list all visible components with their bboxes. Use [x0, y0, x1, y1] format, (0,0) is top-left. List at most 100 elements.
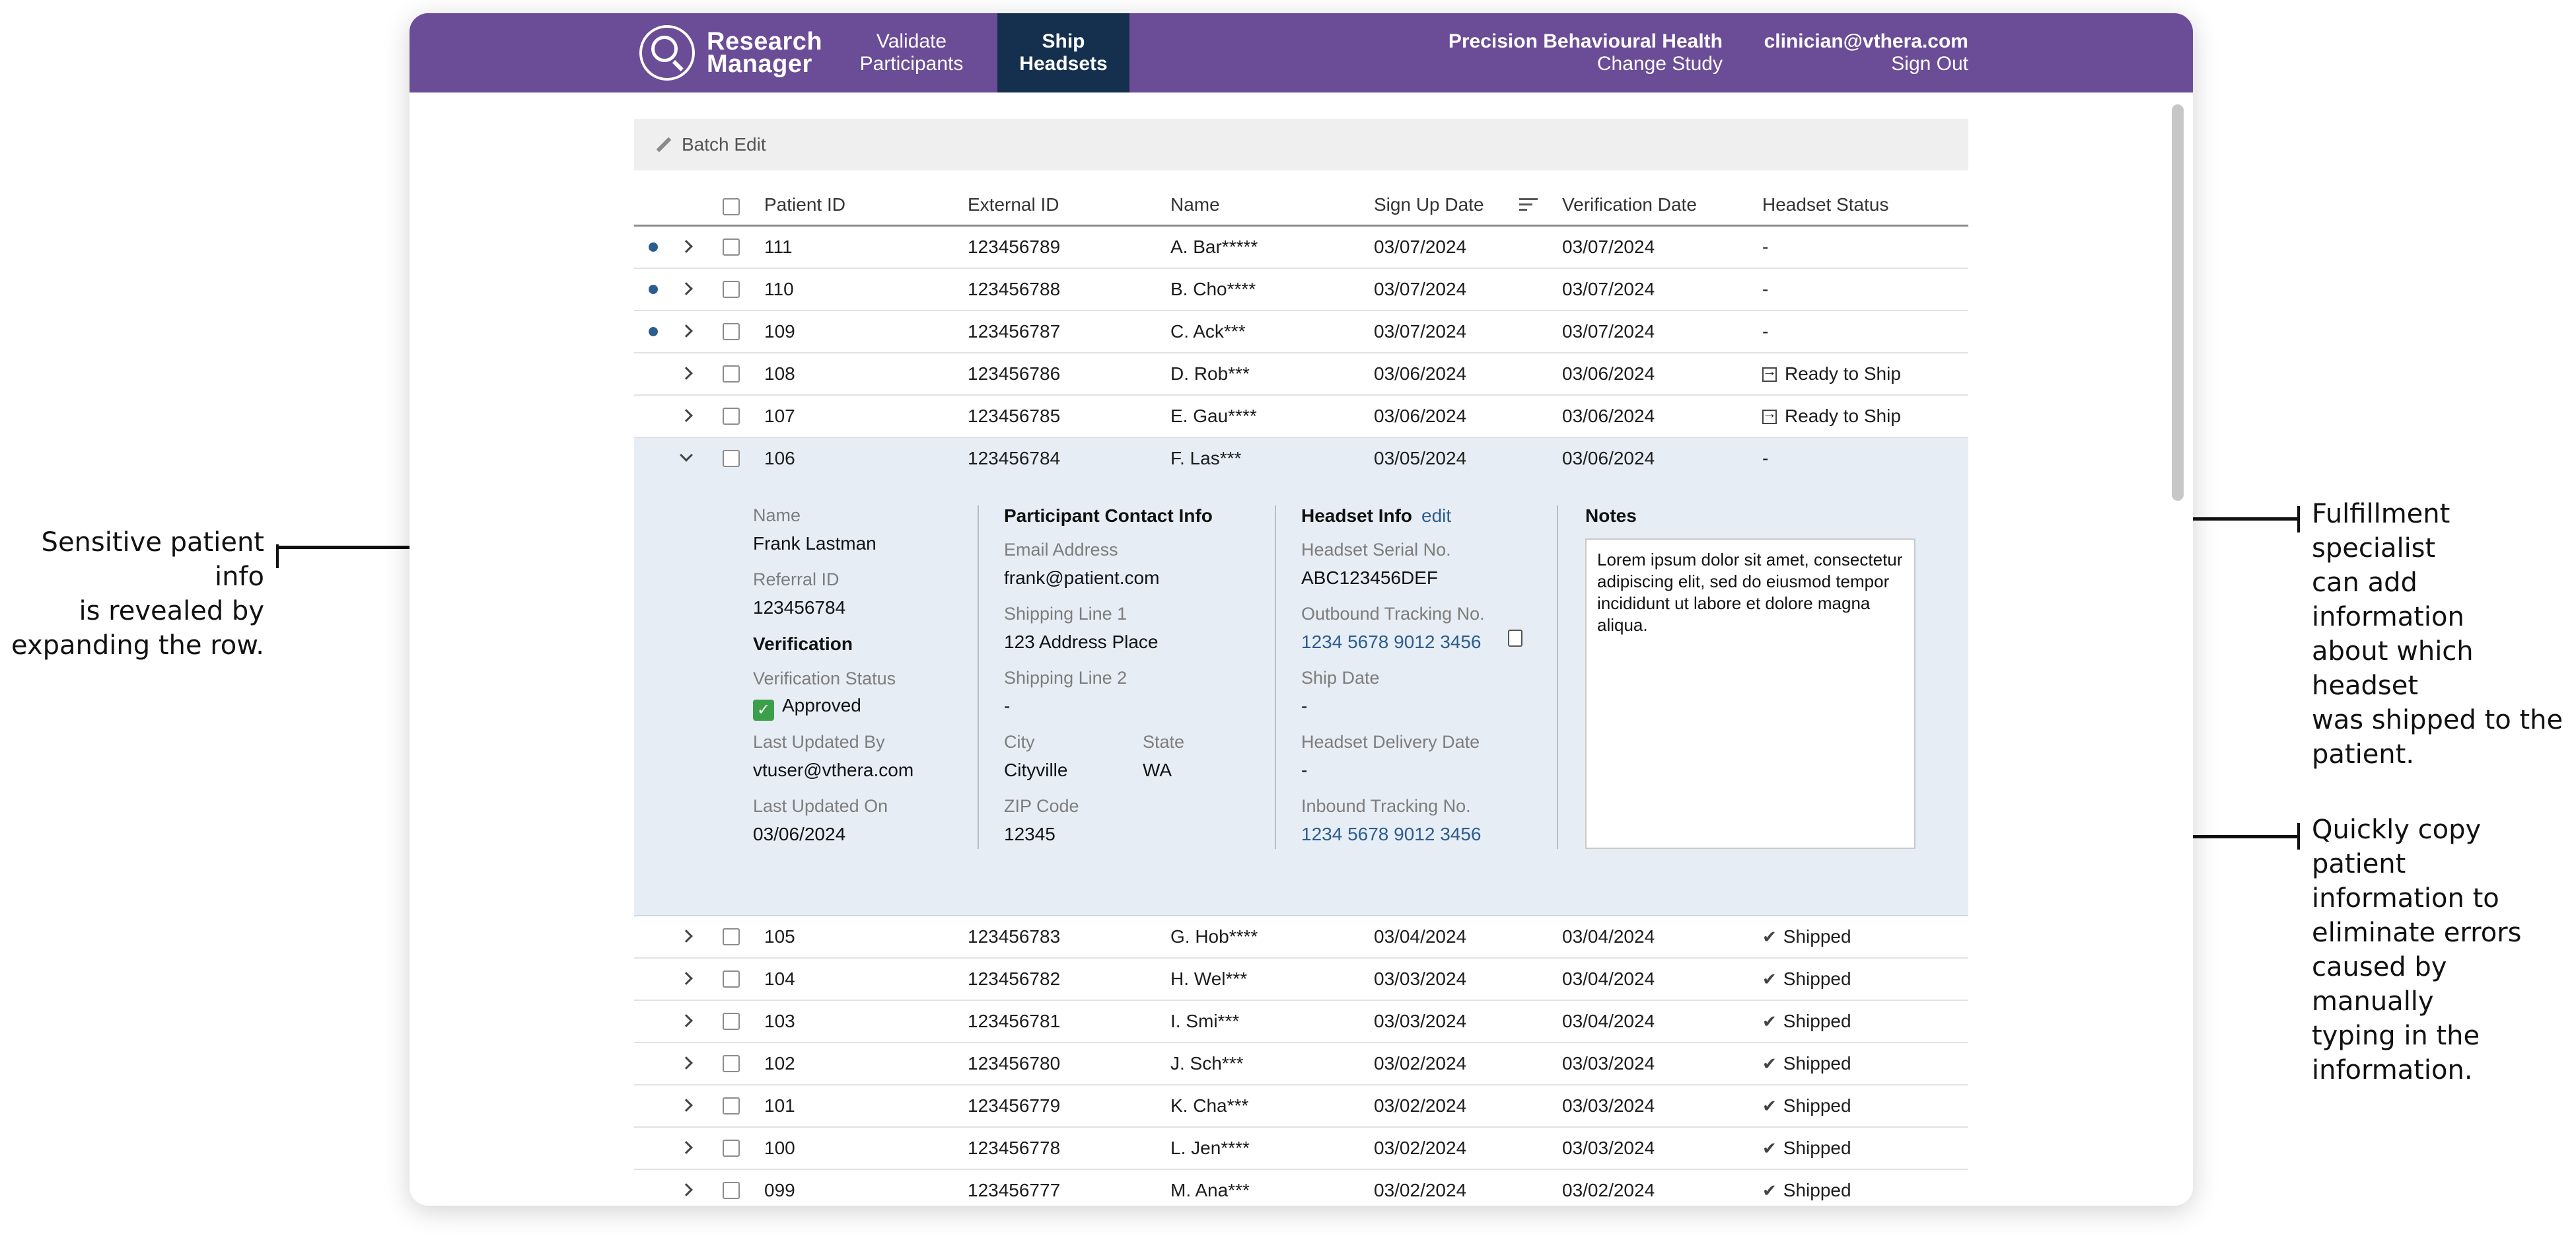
row-checkbox[interactable]	[723, 450, 740, 467]
shipping-line2-value: -	[1004, 696, 1011, 716]
cell-verification-date: 03/06/2024	[1562, 406, 1655, 426]
row-checkbox[interactable]	[723, 1182, 740, 1199]
chevron-right-icon[interactable]	[680, 1014, 693, 1027]
batch-edit-button[interactable]: Batch Edit	[682, 134, 766, 155]
copy-icon[interactable]	[1504, 626, 1522, 647]
chevron-down-icon[interactable]	[680, 449, 693, 462]
notes-heading: Notes	[1585, 505, 1637, 526]
cell-headset-status: -	[1762, 448, 1769, 468]
column-header-verification-date[interactable]: Verification Date	[1562, 194, 1697, 215]
table-row-expanded[interactable]: 106 123456784 F. Las*** 03/05/2024 03/06…	[634, 438, 1968, 479]
app-window: Research Manager Validate Participants S…	[410, 13, 2193, 1206]
city-value: Cityville	[1004, 760, 1068, 780]
row-checkbox[interactable]	[723, 1097, 740, 1114]
row-checkbox[interactable]	[723, 323, 740, 340]
row-checkbox[interactable]	[723, 1140, 740, 1157]
change-study-link[interactable]: Change Study	[1596, 53, 1723, 75]
chevron-right-icon[interactable]	[680, 1141, 693, 1154]
tab-validate-participants[interactable]: Validate Participants	[860, 13, 964, 92]
chevron-right-icon[interactable]	[680, 1056, 693, 1070]
chevron-right-icon[interactable]	[680, 240, 693, 253]
chevron-right-icon[interactable]	[680, 282, 693, 295]
row-checkbox[interactable]	[723, 970, 740, 988]
table-row[interactable]: 100 123456778 L. Jen**** 03/02/2024 03/03/20…	[634, 1128, 1968, 1170]
serial-value: ABC123456DEF	[1301, 567, 1439, 588]
name-value: Frank Lastman	[753, 533, 877, 554]
annotation-line: information to	[2312, 883, 2499, 914]
row-checkbox[interactable]	[723, 365, 740, 383]
chevron-right-icon[interactable]	[680, 324, 693, 338]
cell-patient-id: 111	[764, 237, 793, 257]
cell-sign-up-date: 03/02/2024	[1374, 1053, 1467, 1074]
row-checkbox[interactable]	[723, 928, 740, 945]
cell-sign-up-date: 03/03/2024	[1374, 1011, 1467, 1031]
cell-sign-up-date: 03/02/2024	[1374, 1138, 1467, 1158]
cell-headset-status: -	[1762, 237, 1768, 258]
table-row[interactable]: 110 123456788 B. Cho**** 03/07/2024 03/07/20…	[634, 269, 1968, 311]
row-checkbox[interactable]	[723, 1055, 740, 1072]
chevron-right-icon[interactable]	[680, 367, 693, 380]
cell-patient-id: 100	[764, 1138, 795, 1158]
table-row[interactable]: 102 123456780 J. Sch*** 03/02/2024 03/03/202…	[634, 1043, 1968, 1085]
table-row[interactable]: 101 123456779 K. Cha*** 03/02/2024 03/03/202…	[634, 1085, 1968, 1128]
tab-ship-headsets[interactable]: Ship Headsets	[997, 13, 1129, 92]
status-text: -	[1762, 237, 1769, 257]
column-header-patient-id[interactable]: Patient ID	[764, 194, 845, 215]
table-row[interactable]: 109 123456787 C. Ack*** 03/07/2024 03/07/202…	[634, 311, 1968, 353]
column-header-sign-up-date[interactable]: Sign Up Date	[1374, 194, 1484, 215]
table-row[interactable]: 107 123456785 E. Gau**** 03/06/2024 03/06/20…	[634, 396, 1968, 438]
outbound-tracking-link[interactable]: 1234 5678 9012 3456	[1301, 632, 1482, 652]
notes-textarea[interactable]: Lorem ipsum dolor sit amet, consectetur …	[1585, 538, 1915, 849]
cell-external-id: 123456779	[968, 1095, 1061, 1116]
table-row[interactable]: 104 123456782 H. Wel*** 03/03/2024 03/04/202…	[634, 959, 1968, 1001]
row-checkbox[interactable]	[723, 281, 740, 298]
cell-sign-up-date: 03/02/2024	[1374, 1180, 1467, 1200]
column-header-headset-status[interactable]: Headset Status	[1762, 194, 1889, 215]
table-row[interactable]: 105 123456783 G. Hob**** 03/04/2024 03/04/20…	[634, 916, 1968, 959]
table-row[interactable]: 103 123456781 I. Smi*** 03/03/2024 03/04/202…	[634, 1001, 1968, 1043]
cell-name: B. Cho****	[1170, 279, 1256, 299]
sort-icon[interactable]	[1519, 198, 1538, 211]
cell-external-id: 123456780	[968, 1053, 1061, 1074]
row-checkbox[interactable]	[723, 238, 740, 256]
table-row[interactable]: 099 123456777 M. Ana*** 03/02/2024 03/02/202…	[634, 1170, 1968, 1206]
sign-out-link[interactable]: Sign Out	[1891, 53, 1968, 75]
table-row[interactable]: 111 123456789 A. Bar***** 03/07/2024 03/07/2…	[634, 227, 1968, 269]
chevron-right-icon[interactable]	[680, 409, 693, 422]
status-text: Shipped	[1783, 1095, 1851, 1116]
cell-patient-id: 109	[764, 321, 795, 342]
cell-headset-status: Ready to Ship	[1762, 405, 1901, 427]
cell-name: I. Smi***	[1170, 1011, 1240, 1031]
select-all-checkbox[interactable]	[723, 198, 740, 215]
cell-verification-date: 03/03/2024	[1562, 1095, 1655, 1116]
tab-label: Participants	[859, 53, 964, 75]
chevron-right-icon[interactable]	[680, 1099, 693, 1112]
cell-headset-status: ✔ Shipped	[1762, 968, 1851, 990]
inbound-tracking-link[interactable]: 1234 5678 9012 3456	[1301, 824, 1482, 844]
last-updated-on-label: Last Updated On	[753, 796, 888, 816]
study-name: Precision Behavioural Health	[1448, 30, 1723, 52]
chevron-right-icon[interactable]	[680, 972, 693, 985]
column-header-name[interactable]: Name	[1170, 194, 1220, 215]
cell-external-id: 123456783	[968, 926, 1061, 947]
row-checkbox[interactable]	[723, 408, 740, 425]
cell-verification-date: 03/07/2024	[1562, 237, 1655, 257]
brand-line2: Manager	[707, 50, 812, 78]
chevron-right-icon[interactable]	[680, 930, 693, 943]
annotation-line: Fulfillment specialist	[2312, 499, 2451, 564]
cell-sign-up-date: 03/06/2024	[1374, 406, 1467, 426]
edit-headset-link[interactable]: edit	[1421, 505, 1452, 526]
study-selector: Precision Behavioural Health Change Stud…	[1449, 30, 1723, 75]
checkmark-icon: ✔	[1762, 1181, 1777, 1200]
scrollbar-thumb[interactable]	[2172, 104, 2184, 501]
table-row[interactable]: 108 123456786 D. Rob*** 03/06/2024 03/06/202…	[634, 353, 1968, 396]
cell-sign-up-date: 03/05/2024	[1374, 448, 1467, 468]
row-checkbox[interactable]	[723, 1013, 740, 1030]
column-header-external-id[interactable]: External ID	[968, 194, 1059, 215]
headset-info-heading: Headset Info	[1301, 505, 1413, 526]
cell-external-id: 123456788	[968, 279, 1061, 299]
chevron-right-icon[interactable]	[680, 1183, 693, 1196]
ready-to-ship-icon	[1762, 405, 1777, 424]
cell-headset-status: Ready to Ship	[1762, 363, 1901, 384]
divider	[1557, 505, 1558, 849]
